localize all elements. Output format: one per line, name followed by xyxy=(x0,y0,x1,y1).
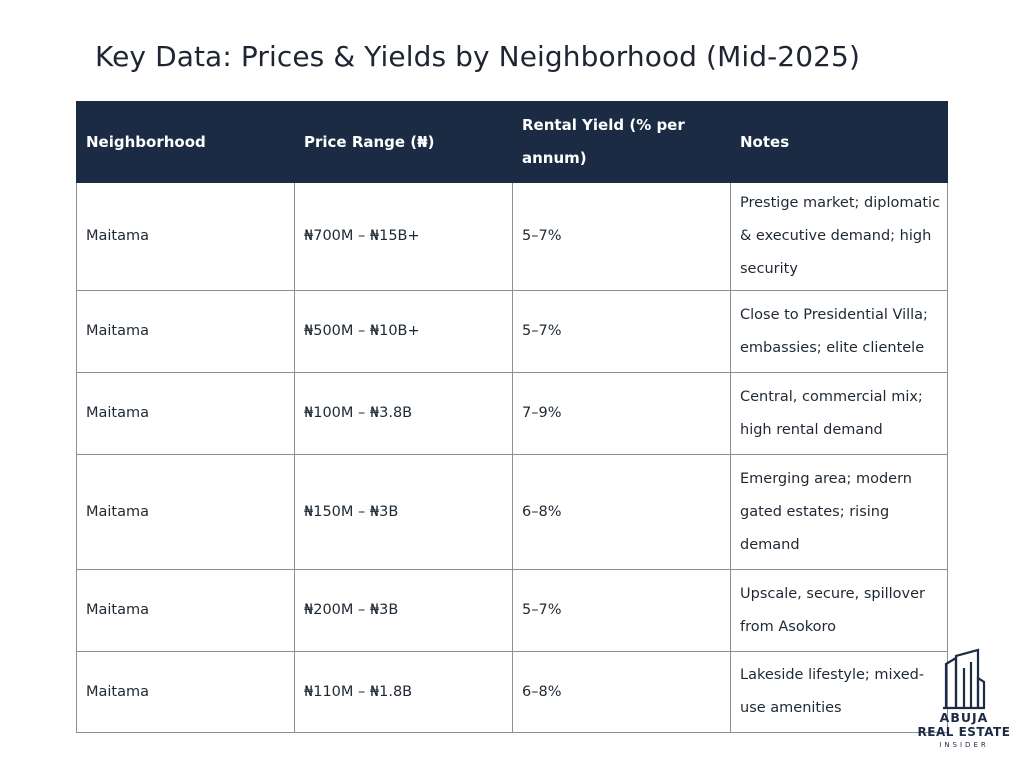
cell-price-range: ₦100M – ₦3.8B xyxy=(294,372,513,455)
cell-price-range: ₦110M – ₦1.8B xyxy=(294,651,513,733)
cell-notes: Prestige market; diplomatic & executive … xyxy=(730,182,948,291)
logo-text-real-estate: REAL ESTATE xyxy=(917,725,1011,739)
table-row: Maitama ₦150M – ₦3B 6–8% Emerging area; … xyxy=(76,454,948,570)
cell-neighborhood: Maitama xyxy=(76,290,295,373)
brand-logo: ABUJA REAL ESTATE INSIDER xyxy=(912,648,1016,766)
data-table: Neighborhood Price Range (₦) Rental Yiel… xyxy=(76,101,948,733)
table-row: Maitama ₦700M – ₦15B+ 5–7% Prestige mark… xyxy=(76,182,948,291)
cell-rental-yield: 7–9% xyxy=(512,372,731,455)
cell-notes: Upscale, secure, spillover from Asokoro xyxy=(730,569,948,652)
table-row: Maitama ₦200M – ₦3B 5–7% Upscale, secure… xyxy=(76,569,948,652)
cell-price-range: ₦150M – ₦3B xyxy=(294,454,513,570)
header-neighborhood: Neighborhood xyxy=(76,101,295,183)
logo-text-abuja: ABUJA xyxy=(939,710,989,725)
cell-price-range: ₦700M – ₦15B+ xyxy=(294,182,513,291)
cell-neighborhood: Maitama xyxy=(76,454,295,570)
cell-price-range: ₦200M – ₦3B xyxy=(294,569,513,652)
table-row: Maitama ₦100M – ₦3.8B 7–9% Central, comm… xyxy=(76,372,948,455)
table-row: Maitama ₦110M – ₦1.8B 6–8% Lakeside life… xyxy=(76,651,948,733)
table-row: Maitama ₦500M – ₦10B+ 5–7% Close to Pres… xyxy=(76,290,948,373)
table-header-row: Neighborhood Price Range (₦) Rental Yiel… xyxy=(76,101,948,183)
cell-price-range: ₦500M – ₦10B+ xyxy=(294,290,513,373)
cell-notes: Central, commercial mix; high rental dem… xyxy=(730,372,948,455)
header-notes: Notes xyxy=(730,101,948,183)
building-icon xyxy=(943,648,986,710)
header-rental-yield: Rental Yield (% per annum) xyxy=(512,101,731,183)
cell-rental-yield: 6–8% xyxy=(512,651,731,733)
cell-rental-yield: 6–8% xyxy=(512,454,731,570)
header-price-range: Price Range (₦) xyxy=(294,101,513,183)
page-title: Key Data: Prices & Yields by Neighborhoo… xyxy=(95,40,860,73)
cell-neighborhood: Maitama xyxy=(76,372,295,455)
cell-neighborhood: Maitama xyxy=(76,569,295,652)
cell-rental-yield: 5–7% xyxy=(512,569,731,652)
cell-notes: Close to Presidential Villa; embassies; … xyxy=(730,290,948,373)
cell-neighborhood: Maitama xyxy=(76,182,295,291)
cell-rental-yield: 5–7% xyxy=(512,290,731,373)
cell-notes: Emerging area; modern gated estates; ris… xyxy=(730,454,948,570)
cell-rental-yield: 5–7% xyxy=(512,182,731,291)
cell-notes: Lakeside lifestyle; mixed-use amenities xyxy=(730,651,948,733)
cell-neighborhood: Maitama xyxy=(76,651,295,733)
logo-text-insider: INSIDER xyxy=(939,741,989,749)
